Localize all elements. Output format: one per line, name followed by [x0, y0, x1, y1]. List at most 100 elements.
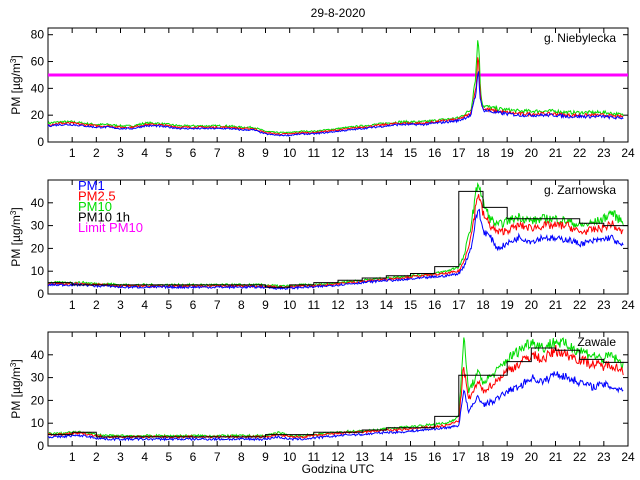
x-tick-label: 4 [141, 298, 148, 312]
y-tick-label: 10 [31, 264, 45, 278]
x-tick-label: 10 [283, 450, 297, 464]
x-tick-label: 2 [93, 298, 100, 312]
x-tick-label: 13 [355, 298, 369, 312]
x-tick-label: 20 [525, 298, 539, 312]
x-tick-label: 21 [549, 146, 563, 160]
x-tick-label: 13 [355, 450, 369, 464]
x-tick-label: 23 [597, 298, 611, 312]
x-tick-label: 19 [500, 146, 514, 160]
x-tick-label: 24 [621, 450, 635, 464]
x-axis-label: Godzina UTC [302, 462, 375, 476]
x-tick-label: 6 [190, 450, 197, 464]
x-tick-label: 16 [428, 298, 442, 312]
x-tick-label: 16 [428, 146, 442, 160]
x-tick-label: 20 [525, 450, 539, 464]
y-axis-label: PM [µg/m3] [9, 207, 24, 266]
plot-area [48, 182, 628, 291]
x-tick-label: 7 [214, 450, 221, 464]
x-tick-label: 15 [404, 298, 418, 312]
x-tick-label: 9 [262, 298, 269, 312]
y-tick-label: 40 [31, 196, 45, 210]
x-tick-label: 12 [331, 146, 345, 160]
x-tick-label: 22 [573, 450, 587, 464]
chart-title: 29-8-2020 [311, 6, 366, 20]
series-line-pm25 [48, 194, 624, 290]
x-tick-label: 4 [141, 146, 148, 160]
plot-area [48, 337, 628, 442]
x-tick-label: 24 [621, 298, 635, 312]
x-tick-label: 6 [190, 146, 197, 160]
x-tick-label: 10 [283, 298, 297, 312]
x-tick-label: 19 [500, 450, 514, 464]
x-tick-label: 1 [69, 146, 76, 160]
y-tick-label: 0 [37, 439, 44, 453]
series-line-pm10 [48, 40, 624, 134]
y-tick-label: 20 [31, 241, 45, 255]
station-label: g. Niebylecka [544, 31, 616, 45]
x-tick-label: 15 [404, 146, 418, 160]
x-tick-label: 22 [573, 146, 587, 160]
x-tick-label: 5 [165, 450, 172, 464]
y-axis-label: PM [µg/m3] [9, 55, 24, 114]
x-tick-label: 13 [355, 146, 369, 160]
x-tick-label: 15 [404, 450, 418, 464]
x-tick-label: 23 [597, 450, 611, 464]
legend-entry: PM10 [78, 199, 112, 214]
x-tick-label: 14 [380, 298, 394, 312]
x-tick-label: 3 [117, 298, 124, 312]
legend-entry: PM1 [78, 178, 105, 193]
x-tick-label: 5 [165, 146, 172, 160]
x-tick-label: 12 [331, 298, 345, 312]
x-tick-label: 24 [621, 146, 635, 160]
legend-entry: PM2.5 [78, 189, 116, 204]
series-line-pm10 [48, 182, 624, 289]
x-tick-label: 4 [141, 450, 148, 464]
x-tick-label: 11 [308, 298, 321, 312]
y-tick-label: 40 [31, 348, 45, 362]
x-tick-label: 19 [500, 298, 514, 312]
x-tick-label: 11 [308, 450, 321, 464]
legend-entry: Limit PM10 [78, 220, 143, 235]
x-tick-label: 23 [597, 146, 611, 160]
x-tick-label: 5 [165, 298, 172, 312]
x-tick-label: 2 [93, 146, 100, 160]
x-tick-label: 8 [238, 146, 245, 160]
axes-box [47, 331, 629, 447]
station-label: Zawale [577, 335, 616, 349]
y-tick-label: 30 [31, 371, 45, 385]
x-tick-label: 1 [69, 298, 76, 312]
x-tick-label: 3 [117, 450, 124, 464]
x-tick-label: 18 [476, 298, 490, 312]
y-axis-label: PM [µg/m3] [9, 359, 24, 418]
x-tick-label: 9 [262, 146, 269, 160]
series-line-pm1 [48, 371, 624, 442]
x-tick-label: 7 [214, 146, 221, 160]
station-label: g. Zarnowska [544, 183, 616, 197]
x-tick-label: 7 [214, 298, 221, 312]
x-tick-label: 17 [452, 146, 466, 160]
series-line-pm10-1h [48, 190, 628, 288]
series-line-pm1 [48, 208, 624, 291]
x-tick-label: 22 [573, 298, 587, 312]
y-tick-label: 60 [31, 55, 45, 69]
plot-area [48, 40, 628, 137]
series-line-pm1 [48, 71, 624, 137]
y-tick-label: 10 [31, 416, 45, 430]
y-tick-label: 20 [31, 393, 45, 407]
x-tick-label: 21 [549, 298, 563, 312]
x-tick-label: 17 [452, 298, 466, 312]
x-tick-label: 20 [525, 146, 539, 160]
y-tick-label: 80 [31, 28, 45, 42]
y-tick-label: 40 [31, 81, 45, 95]
series-line-pm25 [48, 345, 624, 440]
x-tick-label: 16 [428, 450, 442, 464]
x-tick-label: 18 [476, 146, 490, 160]
x-tick-label: 14 [380, 146, 394, 160]
x-tick-label: 8 [238, 450, 245, 464]
y-tick-label: 0 [37, 135, 44, 149]
